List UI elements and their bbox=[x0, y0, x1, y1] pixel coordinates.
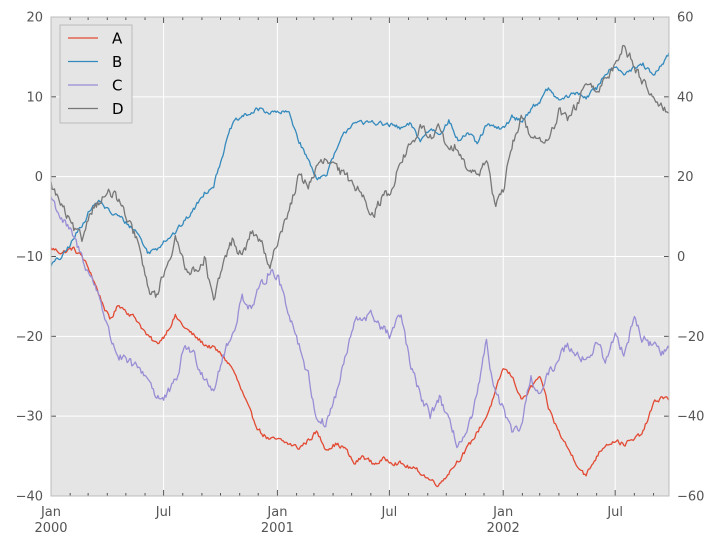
plot-frame bbox=[50, 16, 670, 497]
y-left-tick-label: −30 bbox=[16, 410, 43, 425]
x-tick-label: Jan bbox=[492, 505, 513, 520]
series-line-D bbox=[50, 44, 670, 301]
y-right-tick-label: 20 bbox=[677, 170, 694, 185]
y-left-tick-label: 0 bbox=[35, 170, 43, 185]
y-right-tick-label: 60 bbox=[677, 11, 694, 26]
x-tick-sublabel: 2002 bbox=[487, 521, 520, 536]
x-tick-label: Jan bbox=[40, 505, 61, 520]
x-tick-sublabel: 2000 bbox=[34, 521, 67, 536]
x-tick-label: Jul bbox=[606, 505, 623, 520]
y-right-tick-label: 0 bbox=[677, 250, 685, 265]
y-left-tick-label: 20 bbox=[26, 11, 43, 26]
y-right-tick-label: −20 bbox=[677, 330, 704, 345]
y-right-tick-label: 40 bbox=[677, 90, 694, 105]
y-left-tick-label: −10 bbox=[16, 250, 43, 265]
x-tick-label: Jan bbox=[266, 505, 287, 520]
y-left-tick-label: 10 bbox=[26, 90, 43, 105]
series-lines bbox=[50, 44, 670, 488]
x-tick-label: Jul bbox=[381, 505, 398, 520]
x-tick-label: Jul bbox=[155, 505, 172, 520]
x-tick-sublabel: 2001 bbox=[261, 521, 294, 536]
legend-label-C: C bbox=[112, 77, 122, 95]
axis-tick-labels: 20100−10−20−30−406040200−20−40−60Jan2000… bbox=[16, 11, 705, 537]
legend-label-D: D bbox=[112, 100, 124, 118]
y-left-tick-label: −40 bbox=[16, 490, 43, 505]
y-right-tick-label: −60 bbox=[677, 490, 704, 505]
series-line-B bbox=[50, 52, 670, 267]
y-right-tick-label: −40 bbox=[677, 410, 704, 425]
series-line-C bbox=[50, 196, 670, 449]
series-line-A bbox=[50, 246, 670, 488]
y-left-tick-label: −20 bbox=[16, 330, 43, 345]
legend-label-A: A bbox=[112, 30, 123, 48]
legend-label-B: B bbox=[112, 53, 122, 71]
axis-ticks bbox=[50, 16, 670, 497]
legend-box bbox=[59, 24, 133, 124]
